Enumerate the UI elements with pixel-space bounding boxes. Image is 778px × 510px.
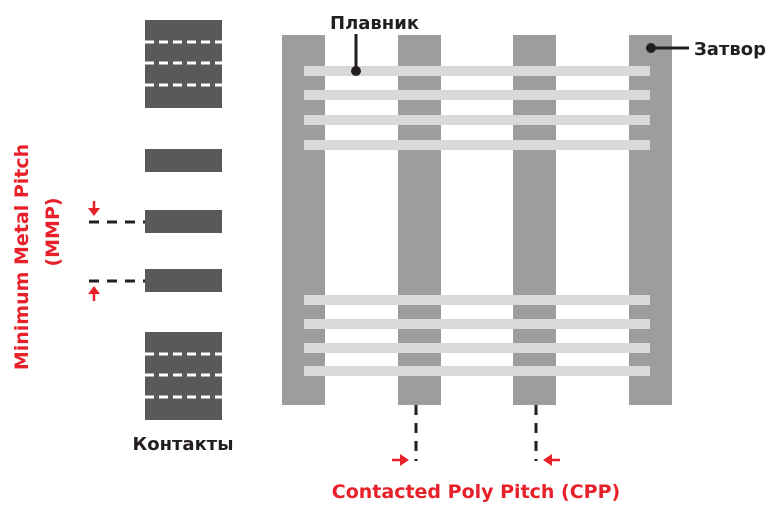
arrow-up-icon xyxy=(88,286,100,301)
contacts xyxy=(145,20,222,420)
fin xyxy=(304,90,650,100)
arrow-down-icon xyxy=(88,201,100,216)
contact-block xyxy=(145,20,222,108)
fin xyxy=(304,366,650,376)
cpp-measure: Contacted Poly Pitch (CPP) xyxy=(332,405,620,503)
fin-label: Плавник xyxy=(330,13,419,34)
contact-dashes xyxy=(145,40,222,399)
arrow-right-icon xyxy=(392,454,409,466)
callout-dot xyxy=(351,66,361,76)
cpp-label: Contacted Poly Pitch (CPP) xyxy=(332,481,620,503)
fins xyxy=(304,66,650,376)
fin xyxy=(304,115,650,125)
gate-label: Затвор xyxy=(694,39,766,60)
fin xyxy=(304,66,650,76)
fin xyxy=(304,343,650,353)
fin xyxy=(304,319,650,329)
contact xyxy=(145,269,222,292)
contact xyxy=(145,210,222,233)
fin-callout: Плавник xyxy=(330,13,419,76)
mmp-label-line2: (MMP) xyxy=(42,197,64,266)
contact xyxy=(145,149,222,172)
fin xyxy=(304,295,650,305)
mmp-measure: Minimum Metal Pitch (MMP) xyxy=(11,144,145,370)
callout-dot xyxy=(646,43,656,53)
fin xyxy=(304,140,650,150)
arrow-left-icon xyxy=(543,454,560,466)
mmp-label-line1: Minimum Metal Pitch xyxy=(11,144,33,370)
gate-callout: Затвор xyxy=(646,39,766,60)
contacts-label: Контакты xyxy=(132,434,233,455)
contact-block xyxy=(145,332,222,420)
